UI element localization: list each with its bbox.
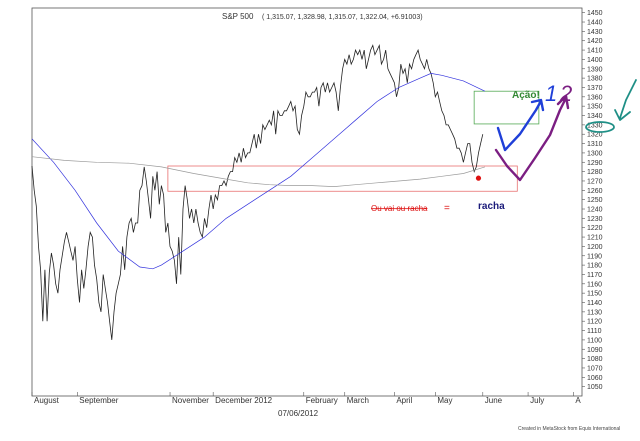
y-axis: 1050 1060 1070 1080 1090 1100 1110 1120 1130 1140…	[582, 10, 603, 391]
annotation-boxes	[167, 90, 540, 192]
y-tick-label: 1320	[587, 132, 603, 139]
teal-level-circle	[585, 121, 615, 133]
y-tick-label: 1130	[587, 309, 602, 316]
y-tick-label: 1400	[587, 57, 603, 64]
x-tick-label: February	[306, 396, 338, 405]
moving-average-blue	[31, 73, 486, 270]
y-tick-label: 1350	[587, 104, 603, 111]
footer-credit: Created in MetaStock from Equis Internat…	[518, 426, 620, 432]
x-tick-label: September	[79, 396, 118, 405]
target-zone-box	[473, 90, 540, 125]
y-tick-label: 1430	[587, 29, 603, 36]
blue-drawn-arrow	[496, 98, 545, 152]
y-tick-label: 1270	[587, 178, 603, 185]
y-tick-label: 1050	[587, 384, 603, 391]
x-tick-label: May	[437, 396, 452, 405]
purple-drawn-arrow	[494, 94, 570, 182]
y-tick-label: 1370	[587, 85, 603, 92]
y-tick-label: 1160	[587, 281, 602, 288]
low-marker-dot	[475, 175, 482, 181]
y-tick-label: 1100	[587, 337, 602, 344]
y-tick-label: 1310	[587, 141, 603, 148]
y-tick-label: 1060	[587, 375, 603, 382]
x-tick-label: November	[172, 396, 209, 405]
hand-drawn-arrows	[494, 79, 637, 182]
x-tick-label: June	[485, 396, 503, 405]
y-tick-label: 1090	[587, 347, 603, 354]
x-tick-label: A	[575, 396, 581, 405]
y-tick-label: 1240	[587, 207, 603, 214]
digit-one: 1	[545, 81, 557, 106]
y-tick-label: 1440	[587, 20, 603, 27]
date-caption: 07/06/2012	[278, 409, 319, 418]
y-tick-label: 1110	[587, 328, 602, 335]
price-line	[31, 43, 484, 340]
x-tick-label: December 2012	[215, 396, 272, 405]
digit-two: 2	[559, 81, 572, 106]
y-tick-label: 1120	[587, 319, 602, 326]
plot-frame	[31, 7, 583, 397]
y-tick-label: 1300	[587, 150, 603, 157]
y-tick-label: 1230	[587, 216, 603, 223]
y-tick-label: 1290	[587, 160, 603, 167]
y-tick-label: 1390	[587, 66, 603, 73]
label-ou-vai-ou-racha: Ou vai ou racha	[371, 204, 428, 213]
y-tick-label: 1450	[587, 10, 603, 17]
moving-average-gray	[31, 156, 486, 187]
x-tick-label: April	[396, 396, 412, 405]
teal-drawn-arrow	[614, 79, 637, 121]
y-tick-label: 1170	[587, 272, 602, 279]
y-tick-label: 1330	[587, 122, 603, 129]
y-tick-label: 1150	[587, 291, 602, 298]
y-tick-label: 1420	[587, 38, 603, 45]
chart-title: S&P 500	[222, 12, 254, 21]
y-tick-label: 1180	[587, 263, 602, 270]
y-tick-label: 1410	[587, 48, 603, 55]
support-zone-box	[167, 165, 518, 192]
label-racha: racha	[478, 201, 505, 212]
y-tick-label: 1260	[587, 188, 603, 195]
y-tick-label: 1190	[587, 253, 602, 260]
y-tick-label: 1250	[587, 197, 603, 204]
x-tick-label: March	[347, 396, 369, 405]
ohlc-readout: ( 1,315.07, 1,328.98, 1,315.07, 1,322.04…	[262, 14, 423, 21]
y-tick-label: 1340	[587, 113, 603, 120]
label-acao: Ação!	[512, 90, 540, 101]
y-tick-label: 1380	[587, 76, 603, 83]
y-tick-label: 1140	[587, 300, 602, 307]
y-tick-label: 1360	[587, 94, 603, 101]
y-tick-label: 1220	[587, 225, 603, 232]
x-tick-label: August	[34, 396, 60, 405]
equals-sign: =	[444, 203, 450, 214]
y-tick-label: 1280	[587, 169, 603, 176]
x-tick-label: July	[530, 396, 544, 405]
x-axis: August September November December 2012 Febr…	[31, 392, 581, 405]
y-tick-label: 1080	[587, 356, 603, 363]
series-layer	[31, 43, 486, 340]
y-tick-label: 1200	[587, 244, 603, 251]
y-tick-label: 1070	[587, 365, 603, 372]
y-tick-label: 1210	[587, 235, 603, 242]
